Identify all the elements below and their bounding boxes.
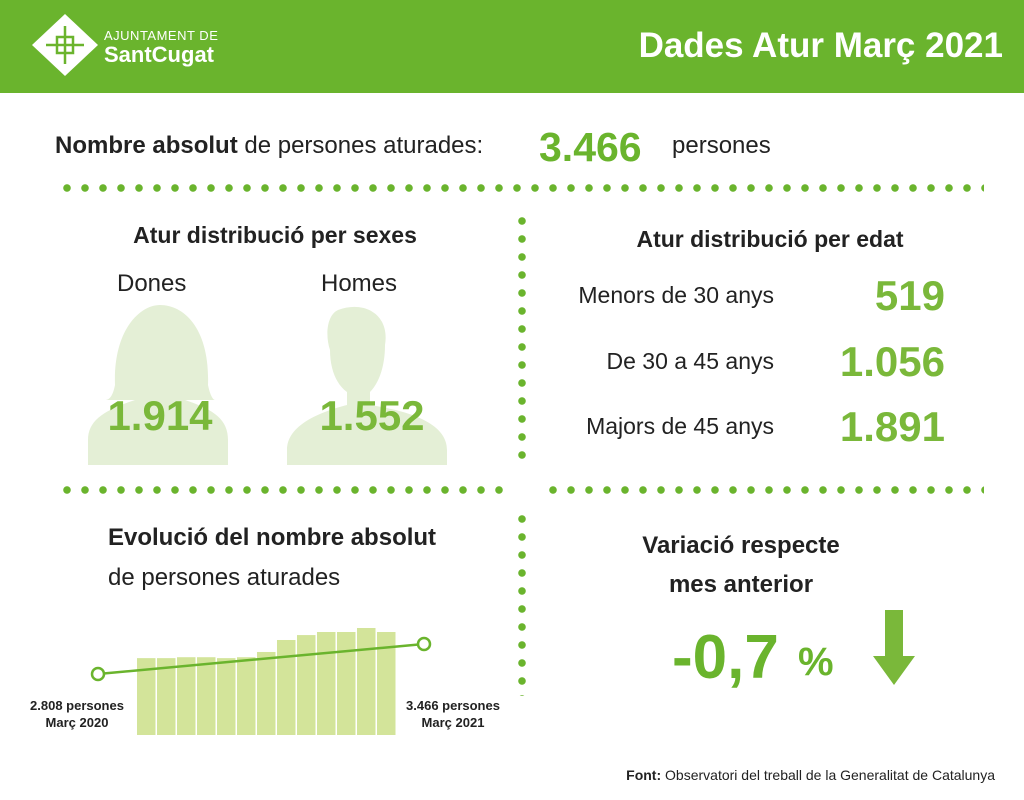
start-value: 2.808 persones (30, 698, 124, 713)
evolution-subtitle: de persones aturades (108, 564, 341, 591)
divider (517, 212, 527, 468)
sex-value: 1.914 (107, 392, 213, 439)
age-value: 519 (874, 272, 945, 319)
end-point (416, 636, 432, 652)
source: Font: Observatori del treball de la Gene… (626, 767, 995, 783)
title: Dades Atur Març 2021 (638, 26, 1003, 65)
bar (217, 658, 236, 735)
end-label: 3.466 persones Març 2021 (378, 697, 528, 731)
bar (197, 657, 216, 735)
divider (58, 183, 984, 193)
age-label: De 30 a 45 anys (606, 348, 774, 374)
bar (157, 658, 176, 735)
trend-line (97, 642, 425, 676)
bar (237, 657, 256, 735)
age-label: Menors de 30 anys (578, 282, 774, 308)
sex-value: 1.552 (319, 392, 425, 439)
start-date: Març 2020 (45, 715, 109, 730)
bar (177, 657, 196, 735)
bar (317, 631, 336, 735)
total-unit: persones (672, 132, 771, 159)
total-label-bold: Nombre absolut (55, 132, 238, 159)
sex-label: Homes (321, 270, 398, 297)
age-value: 1.891 (839, 403, 945, 450)
source-label: Font: (626, 767, 662, 783)
variation-title: Variació respecte mes anterior (560, 526, 922, 604)
age-label: Majors de 45 anys (586, 413, 774, 439)
bar (277, 639, 296, 735)
variation-title-2: mes anterior (668, 571, 814, 598)
sex-label: Dones (117, 270, 187, 297)
start-label: 2.808 persones Març 2020 (2, 697, 152, 731)
down-arrow (873, 610, 915, 685)
age-title: Atur distribució per edat (636, 226, 904, 252)
evolution-chart (90, 628, 432, 735)
divider (544, 485, 984, 495)
variation-value: -0,7 (672, 623, 779, 692)
start-point (90, 666, 106, 682)
evolution-title: Evolució del nombre absolut (108, 524, 437, 551)
divider (58, 485, 504, 495)
silhouettes (88, 305, 447, 465)
bar (257, 651, 276, 735)
total-label-rest: de persones aturades: (244, 132, 484, 159)
total-label: Nombre absolut de persones aturades: (55, 132, 483, 160)
bar (297, 635, 316, 735)
logo-top: AJUNTAMENT DE (104, 28, 219, 43)
bar (357, 628, 376, 735)
header (0, 0, 1024, 93)
variation-title-1: Variació respecte (642, 532, 840, 559)
bar (137, 658, 156, 735)
source-text: Observatori del treball de la Generalita… (665, 767, 995, 783)
bar (377, 631, 396, 735)
end-date: Març 2021 (421, 715, 485, 730)
total-value: 3.466 (539, 124, 642, 170)
sex-title: Atur distribució per sexes (133, 222, 417, 248)
age-value: 1.056 (839, 338, 945, 385)
bar (337, 631, 356, 735)
logo-icon (32, 14, 98, 76)
end-value: 3.466 persones (406, 698, 500, 713)
logo-bottom: SantCugat (104, 42, 214, 67)
divider (517, 510, 527, 696)
variation-unit: % (798, 640, 834, 684)
